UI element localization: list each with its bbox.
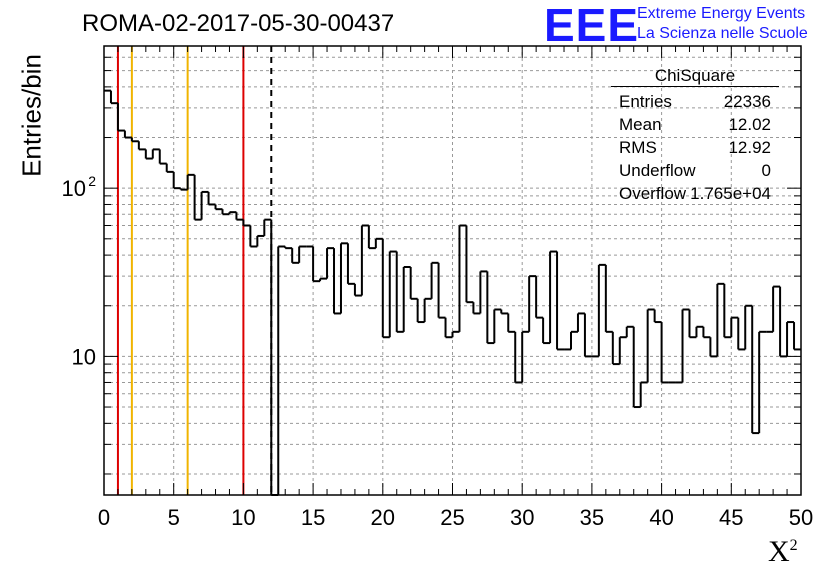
stats-value: 12.92 — [728, 138, 771, 157]
stats-value: 22336 — [723, 92, 771, 111]
x-tick-label: 35 — [580, 505, 604, 530]
x-axis-label-text: X — [768, 535, 790, 568]
stats-row: Entries 22336 — [611, 90, 779, 113]
x-tick-label: 15 — [301, 505, 325, 530]
x-tick-label: 50 — [789, 505, 813, 530]
stats-key: Mean — [619, 115, 662, 134]
x-tick-label: 20 — [371, 505, 395, 530]
x-tick-label: 25 — [440, 505, 464, 530]
stats-row: Overflow 1.765e+04 — [611, 182, 779, 205]
stats-value: 1.765e+04 — [690, 184, 771, 203]
stats-key: Overflow — [619, 184, 687, 203]
logo-caption-line1: Extreme Energy Events — [637, 5, 806, 22]
x-tick-label: 0 — [98, 505, 110, 530]
stats-box: ChiSquare Entries 22336 Mean 12.02 RMS 12.9… — [611, 66, 779, 205]
logo-caption: Extreme Energy Events La Scienza nelle S… — [637, 4, 808, 44]
logo-caption-line2: La Scienza nelle Scuole — [637, 25, 808, 42]
run-title: ROMA-02-2017-05-30-00437 — [82, 10, 395, 37]
x-tick-label: 40 — [649, 505, 673, 530]
x-tick-label: 30 — [510, 505, 534, 530]
stats-title: ChiSquare — [611, 66, 779, 87]
y-tick-label: 10 — [72, 344, 96, 369]
stats-row: Underflow 0 — [611, 159, 779, 182]
stats-key: Entries — [619, 92, 672, 111]
x-axis-label-superscript: 2 — [789, 537, 798, 554]
x-axis-label: X2 — [768, 535, 798, 569]
stats-key: Underflow — [619, 161, 696, 180]
stats-value: 12.02 — [728, 115, 771, 134]
stats-row: Mean 12.02 — [611, 113, 779, 136]
x-tick-label: 45 — [719, 505, 743, 530]
stats-value: 0 — [761, 161, 771, 180]
x-tick-label: 5 — [168, 505, 180, 530]
x-tick-label: 10 — [231, 505, 255, 530]
y-tick-label: 10 — [62, 176, 86, 201]
eee-logo: EEE — [544, 0, 640, 51]
stats-row: RMS 12.92 — [611, 136, 779, 159]
y-axis-label: Entries/bin — [16, 54, 47, 177]
stats-key: RMS — [619, 138, 657, 157]
y-tick-label-exponent: 2 — [88, 173, 96, 189]
